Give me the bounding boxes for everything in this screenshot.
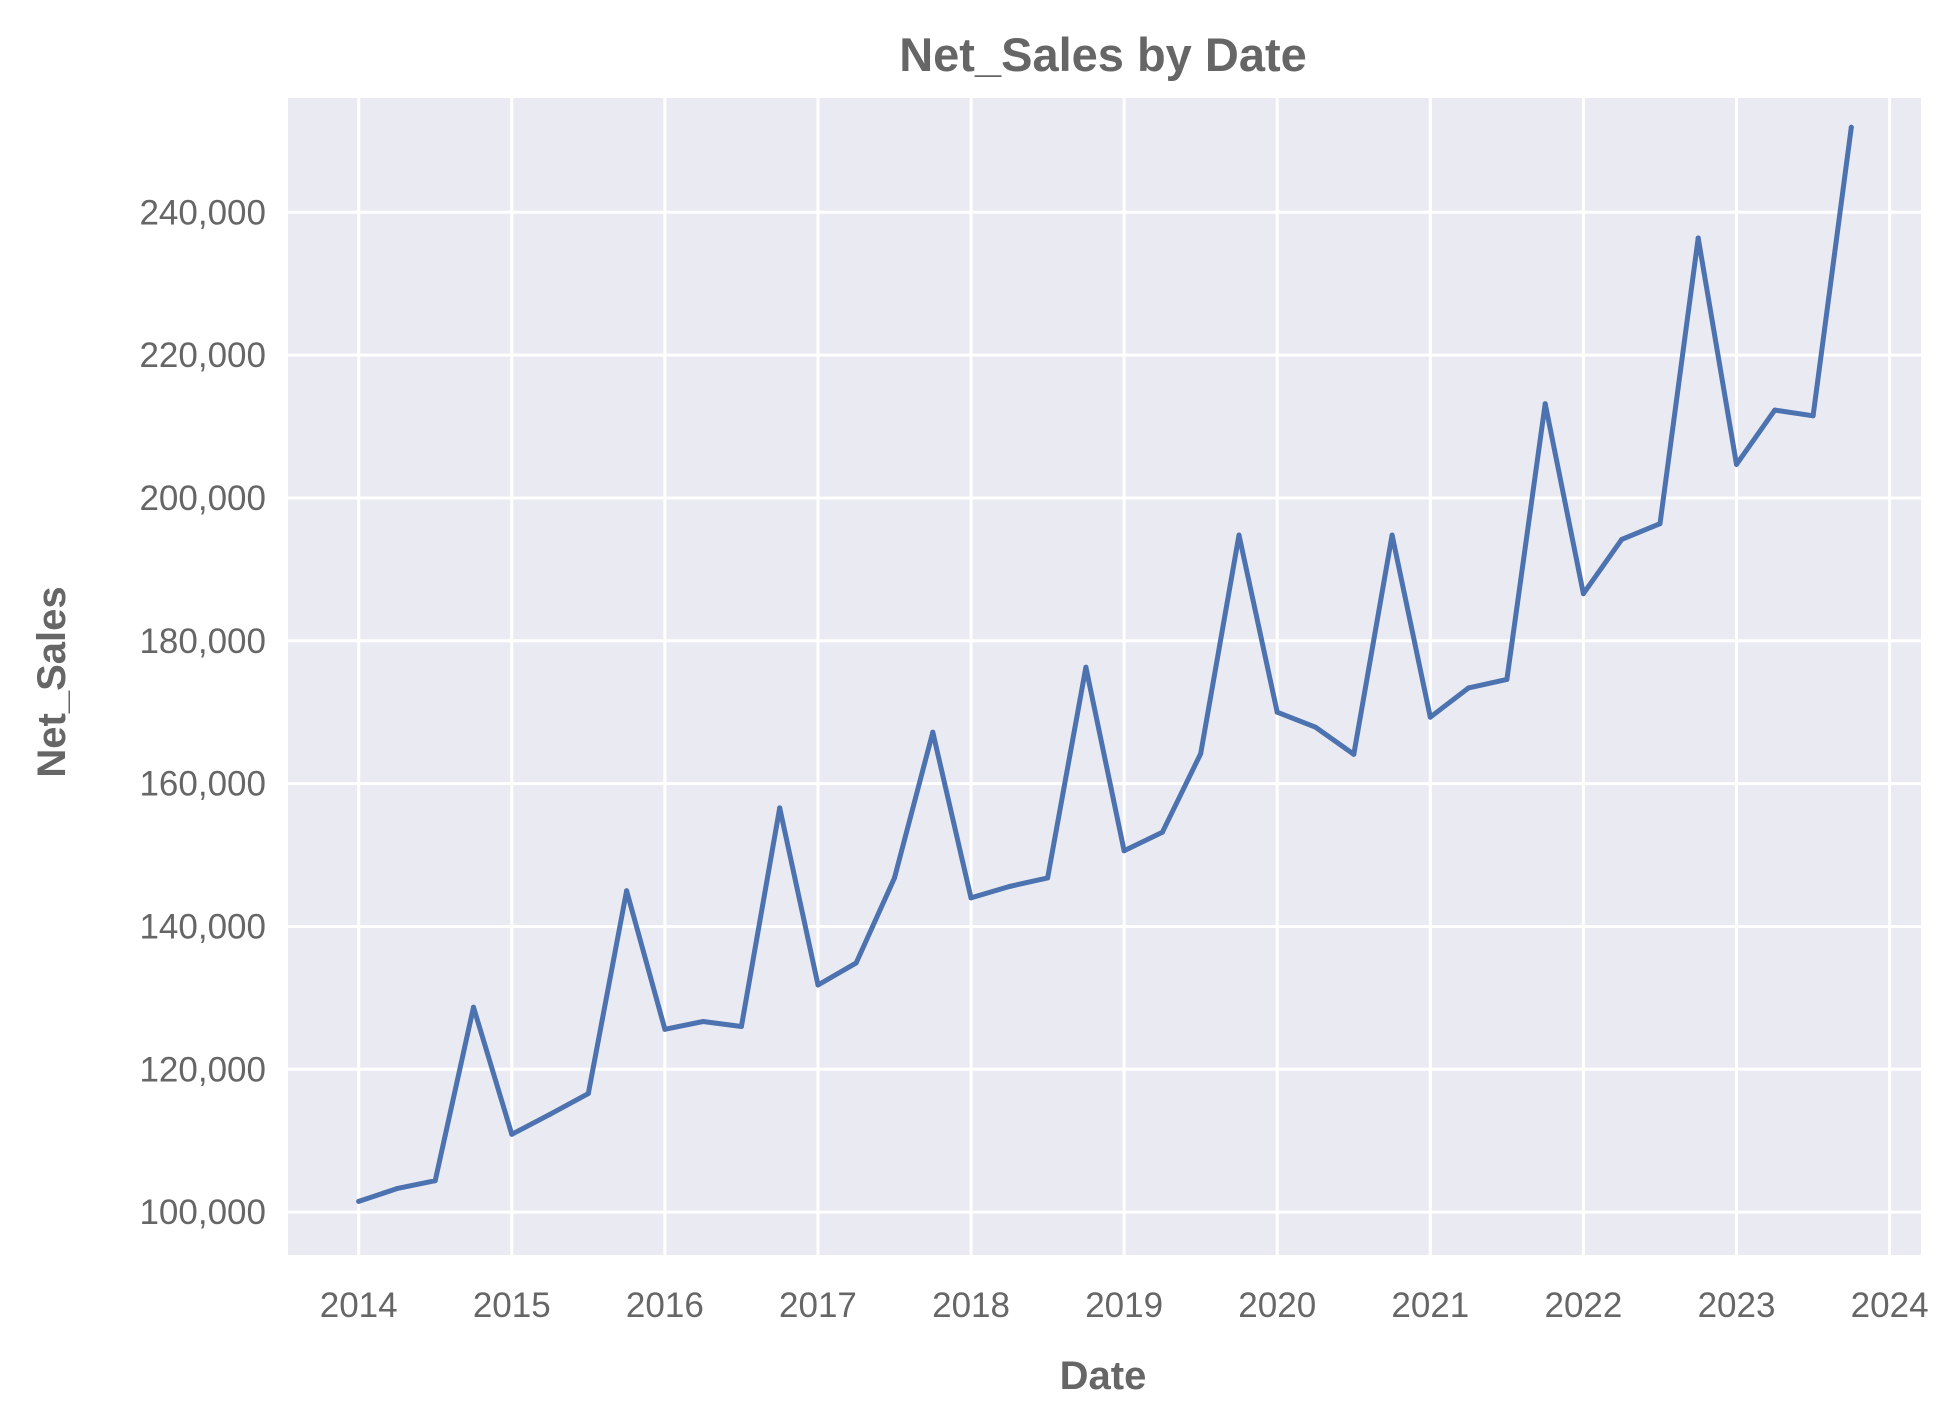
y-tick-label: 160,000 xyxy=(139,765,266,804)
x-tick-label: 2020 xyxy=(1238,1286,1316,1325)
data-point xyxy=(853,960,859,966)
x-tick-label: 2023 xyxy=(1698,1286,1776,1325)
data-point xyxy=(738,1024,744,1029)
data-point xyxy=(1083,664,1089,670)
data-point xyxy=(509,1131,515,1137)
data-point xyxy=(662,1026,668,1032)
data-point xyxy=(1389,532,1395,538)
data-point xyxy=(1504,676,1510,682)
data-point xyxy=(585,1091,591,1097)
data-point xyxy=(624,888,630,894)
data-point xyxy=(968,895,974,901)
data-point xyxy=(547,1111,553,1117)
data-point xyxy=(1734,461,1739,467)
x-tick-label: 2014 xyxy=(320,1286,398,1325)
y-tick-label: 240,000 xyxy=(139,193,266,232)
y-tick-label: 180,000 xyxy=(139,622,266,661)
data-point xyxy=(1848,124,1854,130)
chart-title: Net_Sales by Date xyxy=(899,28,1307,81)
x-tick-labels: 2014 2015 2016 2017 2018 2019 2020 2021 2022 2023… xyxy=(320,1286,1929,1325)
plot-background xyxy=(288,98,1921,1255)
data-point xyxy=(1580,591,1586,597)
data-point xyxy=(1236,532,1242,538)
data-point xyxy=(1427,714,1433,720)
data-point xyxy=(1542,401,1548,407)
data-point xyxy=(1695,235,1701,241)
y-axis-label: Net_Sales xyxy=(30,586,74,777)
y-tick-label: 200,000 xyxy=(139,479,266,518)
x-tick-label: 2018 xyxy=(932,1286,1010,1325)
data-point xyxy=(471,1004,476,1010)
data-point xyxy=(1313,724,1318,730)
x-tick-label: 2024 xyxy=(1851,1286,1929,1325)
data-point xyxy=(1121,848,1127,854)
data-point xyxy=(930,729,936,735)
data-point xyxy=(1772,407,1778,413)
data-point xyxy=(700,1019,706,1024)
x-tick-label: 2017 xyxy=(779,1286,857,1325)
grid xyxy=(288,98,1921,1255)
series-layer xyxy=(356,124,1854,1204)
series-line xyxy=(356,124,1854,1204)
x-tick-label: 2015 xyxy=(473,1286,551,1325)
y-tick-label: 120,000 xyxy=(139,1050,266,1089)
data-point xyxy=(777,805,783,811)
data-point xyxy=(1657,521,1663,527)
data-point xyxy=(432,1178,438,1184)
y-tick-label: 100,000 xyxy=(139,1193,266,1232)
data-point xyxy=(1159,829,1165,835)
data-point xyxy=(1045,875,1051,881)
x-tick-label: 2021 xyxy=(1391,1286,1469,1325)
x-tick-label: 2022 xyxy=(1544,1286,1622,1325)
data-point xyxy=(1466,685,1472,691)
y-tick-label: 140,000 xyxy=(139,907,266,946)
x-axis-label: Date xyxy=(1060,1354,1147,1398)
data-point xyxy=(892,875,897,881)
y-tick-label: 220,000 xyxy=(139,336,266,375)
data-point xyxy=(1274,709,1280,715)
data-point xyxy=(394,1186,400,1192)
x-tick-label: 2019 xyxy=(1085,1286,1163,1325)
x-tick-label: 2016 xyxy=(626,1286,704,1325)
data-point xyxy=(815,982,821,988)
data-point xyxy=(1810,413,1816,419)
data-point xyxy=(356,1198,362,1204)
data-point xyxy=(1619,536,1625,542)
data-point xyxy=(1198,751,1204,757)
data-point xyxy=(1351,751,1357,757)
y-tick-labels: 100,000 120,000 140,000 160,000 180,000 200,0… xyxy=(139,193,266,1232)
data-point xyxy=(1006,884,1012,889)
